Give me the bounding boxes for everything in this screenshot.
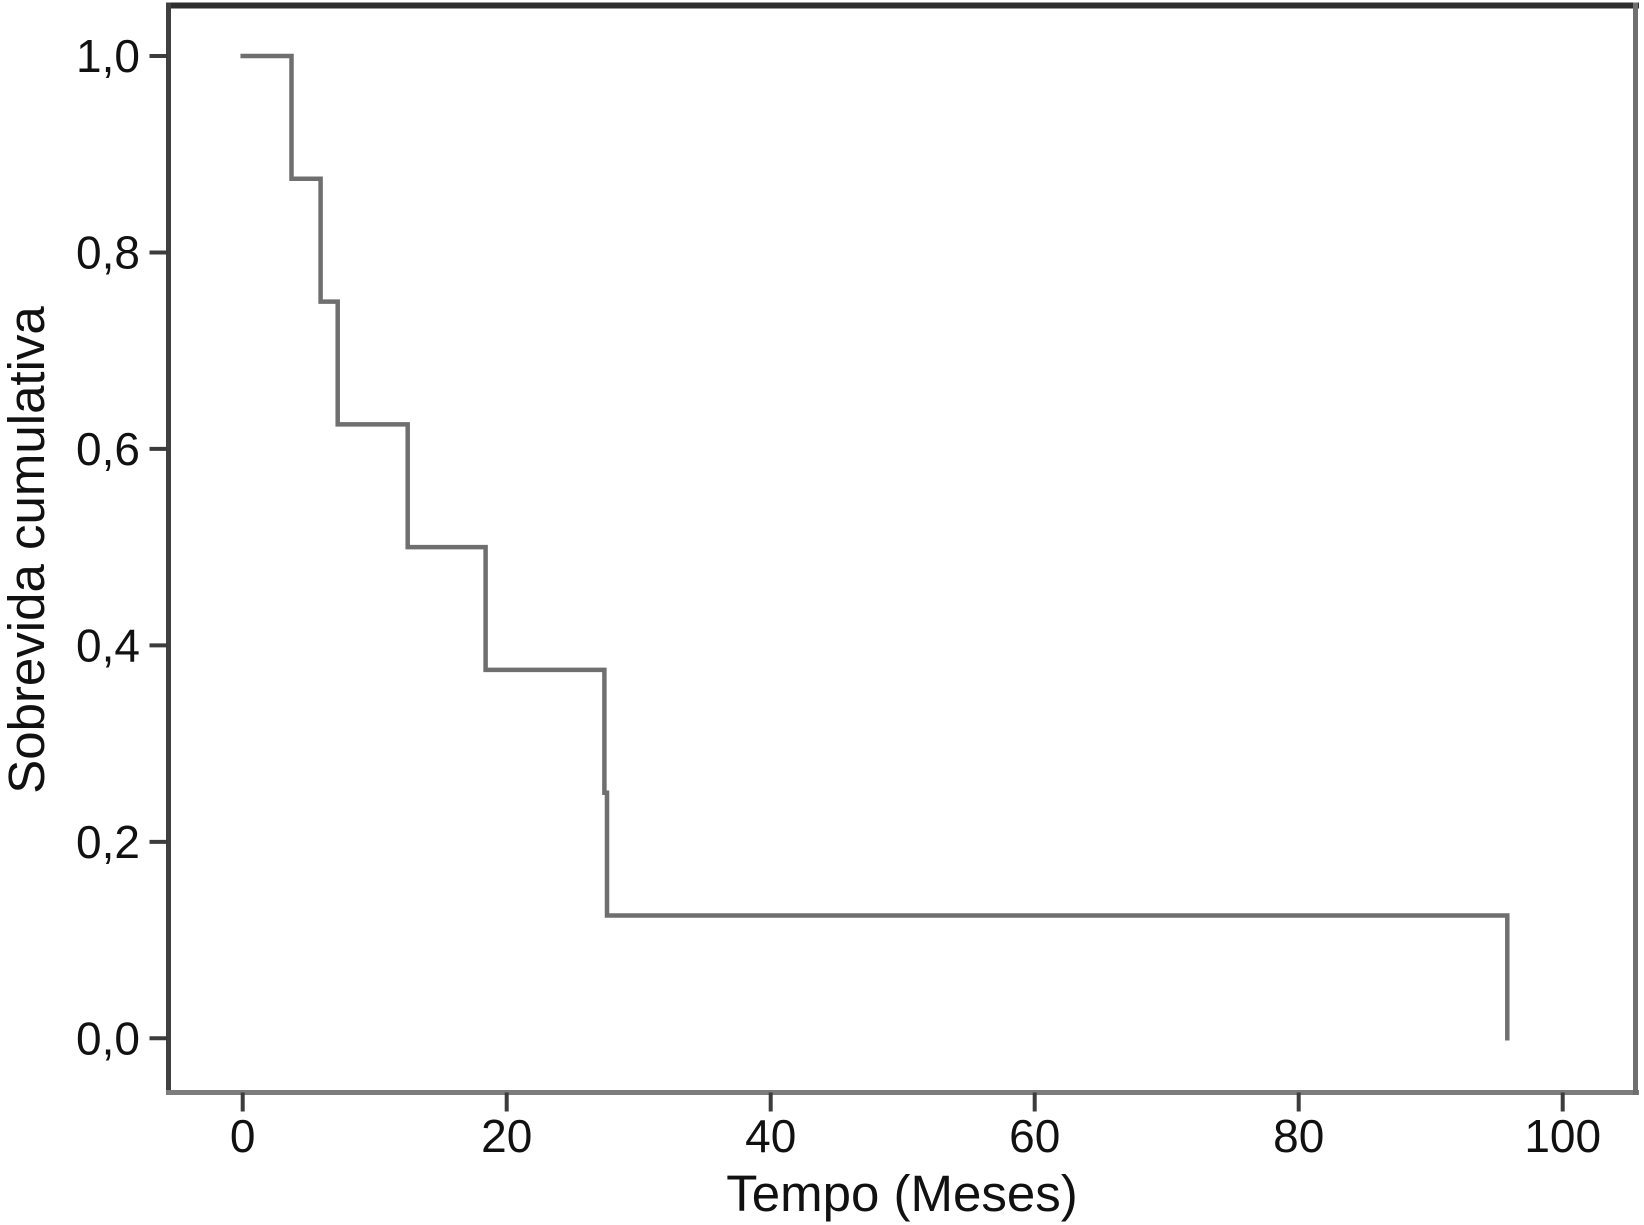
y-tick-label: 0,6 xyxy=(76,423,140,475)
y-tick-label: 0,8 xyxy=(76,226,140,278)
plot-area xyxy=(168,3,1637,1093)
x-tick-label: 20 xyxy=(481,1110,532,1162)
y-axis-title: Sobrevida cumulativa xyxy=(0,306,55,794)
x-tick-label: 80 xyxy=(1273,1110,1324,1162)
survival-step-curve xyxy=(240,53,1510,1041)
x-tick-label: 100 xyxy=(1524,1110,1601,1162)
y-tick-label: 1,0 xyxy=(76,30,140,82)
y-tick-label: 0,0 xyxy=(76,1012,140,1064)
x-axis-ticks: 0 20 40 60 80 100 xyxy=(230,1092,1601,1162)
y-tick-label: 0,4 xyxy=(76,619,140,671)
x-tick-label: 60 xyxy=(1009,1110,1060,1162)
y-tick-label: 0,2 xyxy=(76,816,140,868)
x-axis-title: Tempo (Meses) xyxy=(726,1165,1077,1222)
x-tick-label: 40 xyxy=(745,1110,796,1162)
x-tick-label: 0 xyxy=(230,1110,256,1162)
y-axis-ticks: 0,0 0,2 0,4 0,6 0,8 1,0 xyxy=(76,30,169,1064)
